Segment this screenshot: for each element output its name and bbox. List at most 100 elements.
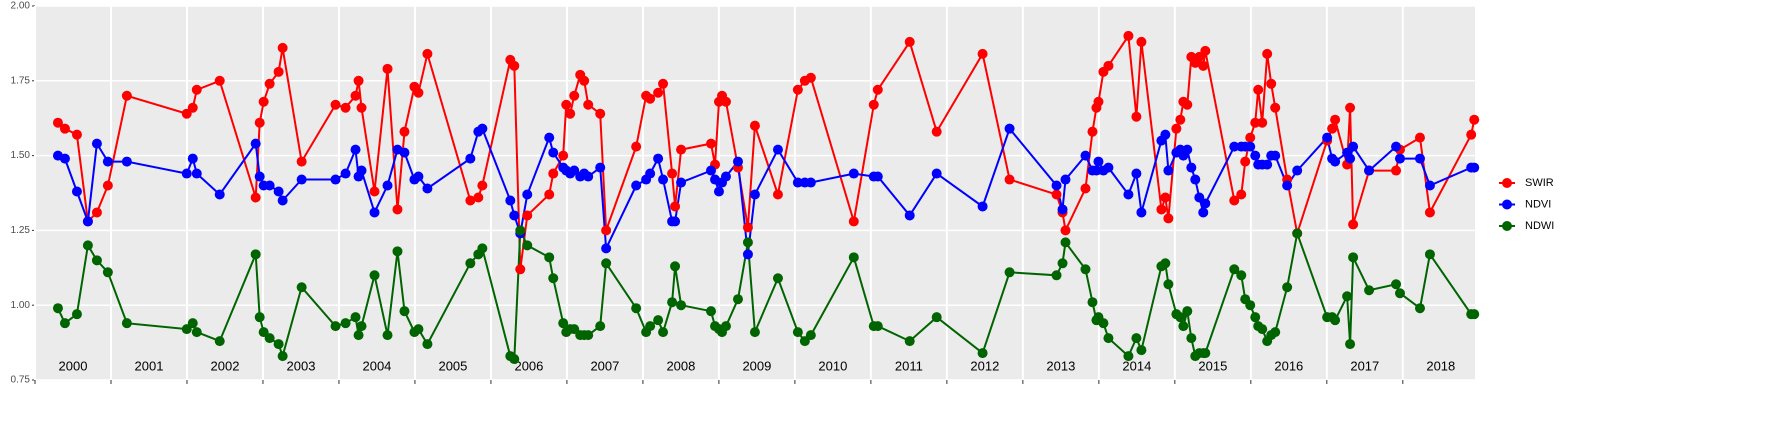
data-point [1391,165,1402,176]
data-point [931,168,942,179]
data-point [1229,195,1240,206]
data-point [676,177,687,188]
data-point [1414,303,1425,314]
data-point [509,60,520,71]
data-point [658,327,669,338]
data-point [732,294,743,305]
data-point [583,171,594,182]
data-point [658,78,669,89]
data-point [413,171,424,182]
y-tick-label: 1.00 [11,300,31,311]
data-point [1060,237,1071,248]
data-point [670,261,681,272]
data-point [340,318,351,329]
data-point [1123,189,1134,200]
data-point [465,153,476,164]
x-tick-label: 2013 [1046,358,1075,373]
data-point [258,96,269,107]
data-point [1103,162,1114,173]
data-point [558,150,569,161]
data-point [1391,141,1402,152]
data-point [1080,264,1091,275]
data-point [59,153,70,164]
data-point [1198,207,1209,218]
data-point [1163,279,1174,290]
data-point [1229,141,1240,152]
data-point [772,144,783,155]
data-point [340,102,351,113]
data-point [1348,141,1359,152]
data-point [848,252,859,263]
data-point [1391,279,1402,290]
data-point [330,99,341,110]
data-point [350,144,361,155]
data-point [645,321,656,332]
data-point [1364,285,1375,296]
data-point [579,75,590,86]
data-point [1163,165,1174,176]
data-point [191,168,202,179]
data-point [254,312,265,323]
x-tick-label: 2006 [514,358,543,373]
data-point [742,249,753,260]
data-point [1345,339,1356,350]
data-point [1250,150,1261,161]
data-point [569,90,580,101]
data-point [102,156,113,167]
data-point [653,153,664,164]
data-point [1322,132,1333,143]
data-point [1414,132,1425,143]
data-point [1178,321,1189,332]
y-tick-label: 1.50 [11,150,31,161]
data-point [250,192,261,203]
data-point [399,306,410,317]
data-point [1330,114,1341,125]
data-point [1424,207,1435,218]
data-point [1229,264,1240,275]
data-point [214,189,225,200]
data-point [1087,297,1098,308]
x-tick-label: 2010 [818,358,847,373]
data-point [1171,123,1182,134]
data-point [595,321,606,332]
data-point [1103,333,1114,344]
data-point [1131,168,1142,179]
data-point [1236,189,1247,200]
data-point [214,75,225,86]
data-point [1469,114,1480,125]
data-point [340,168,351,179]
data-point [1200,198,1211,209]
data-point [1004,174,1015,185]
data-point [601,258,612,269]
data-point [1160,192,1171,203]
data-point [544,132,555,143]
data-point [422,183,433,194]
data-point [1200,348,1211,359]
data-point [273,339,284,350]
data-point [904,36,915,47]
data-point [805,177,816,188]
data-point [477,243,488,254]
data-point [1240,156,1251,167]
data-point [91,138,102,149]
data-point [792,327,803,338]
data-point [1093,156,1104,167]
data-point [931,312,942,323]
data-point [1236,270,1247,281]
data-point [653,87,664,98]
data-point [848,216,859,227]
data-point [1262,159,1273,170]
data-point [121,318,132,329]
data-point [52,117,63,128]
data-point [71,129,82,140]
data-point [250,138,261,149]
x-tick-label: 2017 [1350,358,1379,373]
data-point [1163,213,1174,224]
data-point [1330,156,1341,167]
data-point [1091,165,1102,176]
data-point [868,99,879,110]
data-point [392,246,403,257]
x-tick-label: 2008 [666,358,695,373]
data-point [422,48,433,59]
